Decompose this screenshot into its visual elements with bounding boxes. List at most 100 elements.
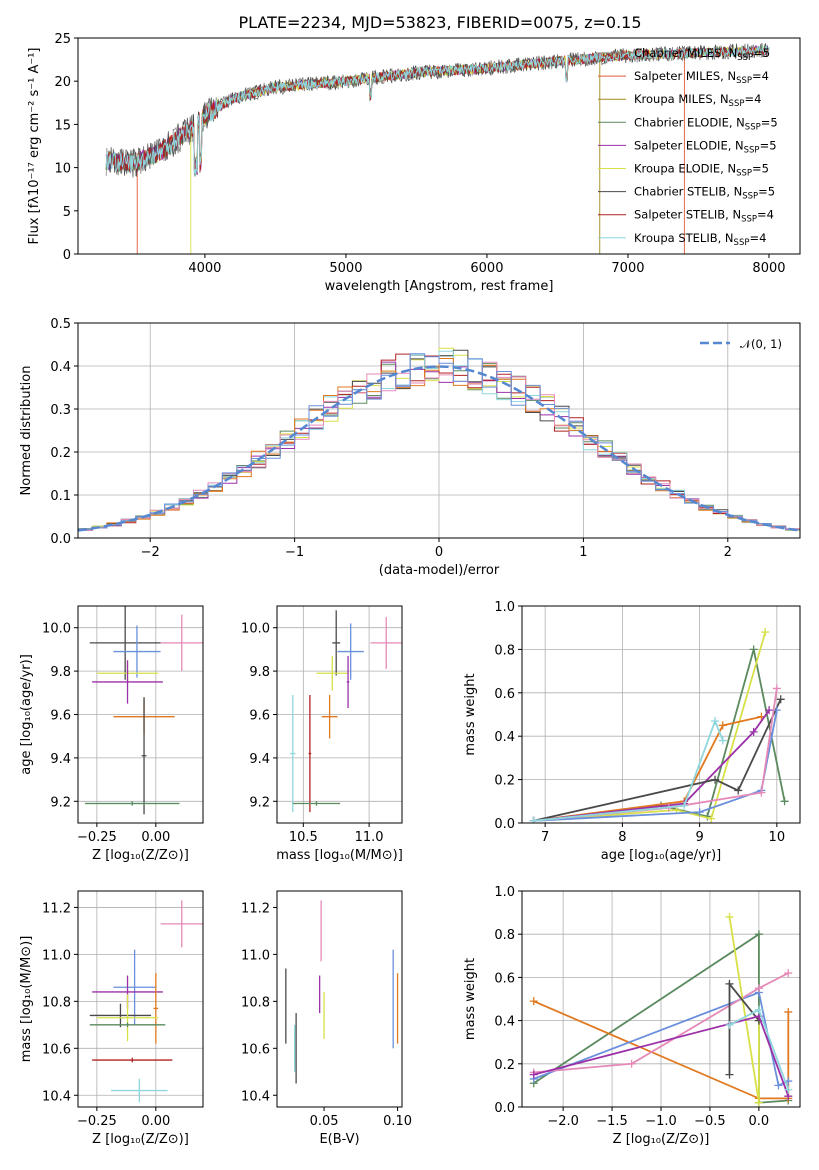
weight_vs_Z-tick-label-x: −2.0 — [547, 1114, 579, 1129]
residuals-tick-label-y: 0.3 — [50, 403, 71, 418]
spectrum-tick-label-y: 25 — [54, 32, 71, 47]
spectrum-tick-label-y: 5 — [63, 205, 71, 220]
spectrum-xlabel: wavelength [Angstrom, rest frame] — [325, 279, 554, 294]
residuals-tick-label-x: −2 — [141, 545, 160, 560]
spectrum-legend-subscript: SSP — [734, 238, 750, 248]
weight_vs_age-point-marker — [772, 684, 781, 693]
residuals-tick-label-y: 0.4 — [50, 360, 71, 375]
residuals-ylabel: Normed distribution — [19, 366, 34, 496]
weight_vs_Z-point-marker — [754, 984, 763, 993]
weight_vs_age-point-marker — [711, 717, 720, 726]
spectrum-legend-count: =4 — [749, 231, 766, 245]
age_vs_mass-tick-label-x: 10.5 — [289, 830, 318, 845]
weight_vs_Z-point-marker — [725, 979, 734, 988]
weight_vs_age-tick-label-y: 1.0 — [494, 600, 515, 615]
age_vs_Z-frame — [77, 605, 204, 824]
residuals-normal-curve — [78, 365, 800, 532]
weight_vs_Z-xlabel: Z [log₁₀(Z/Z⊙)] — [613, 1132, 710, 1147]
weight_vs_Z-point-marker — [784, 1085, 793, 1094]
weight_vs_Z-point-marker — [784, 1007, 793, 1016]
age_vs_Z-tick-label-y: 9.2 — [50, 795, 71, 810]
weight_vs_age-point-marker — [707, 814, 716, 823]
spectrum-frame — [77, 37, 801, 255]
spectrum-legend-count: =5 — [761, 115, 778, 129]
spectrum-series-line — [105, 45, 770, 176]
weight_vs_Z-point-marker — [725, 1070, 734, 1079]
spectrum-legend-subscript: SSP — [744, 145, 760, 155]
age_vs_Z-tick-label-x: 0.00 — [141, 830, 170, 845]
age_vs_Z-plot-area — [85, 606, 203, 815]
age_vs_mass-tick-label-y: 9.8 — [249, 665, 270, 680]
weight_vs_Z-point-marker — [529, 997, 538, 1006]
weight_vs_age-point-marker — [780, 797, 789, 806]
spectrum-legend-label: Salpeter STELIB, NSSP=4 — [634, 208, 774, 225]
weight_vs_age-point-marker — [695, 808, 704, 817]
weight_vs_Z-point-marker — [754, 930, 763, 939]
weight_vs_Z-point-marker — [725, 912, 734, 921]
weight_vs_Z-series-line — [533, 972, 789, 1074]
spectrum-tick-label-x: 8000 — [752, 261, 785, 276]
weight_vs_age-point-marker — [749, 645, 758, 654]
weight_vs_age-point-marker — [749, 727, 758, 736]
age_vs_mass-tick-label-y: 10.0 — [241, 622, 270, 637]
spectrum-legend-label: Chabrier STELIB, NSSP=5 — [634, 185, 775, 202]
mass_vs_ebv-tick-label-x: 0.10 — [383, 1114, 412, 1129]
age_vs_mass-xlabel: mass [log₁₀(M/M⊙)] — [276, 848, 403, 863]
residuals-tick-label-x: 0 — [435, 545, 443, 560]
residuals-legend-label: 𝒩(0, 1) — [740, 337, 782, 351]
mass_vs_Z-tick-label-y: 10.6 — [42, 1042, 71, 1057]
spectrum-legend-subscript: SSP — [745, 122, 761, 132]
weight_vs_age-point-marker — [529, 816, 538, 823]
weight_vs_Z-series-line — [533, 1000, 790, 1100]
weight_vs_age-point-marker — [776, 695, 785, 704]
weight_vs_Z-point-marker — [725, 1020, 734, 1029]
weight_vs_age-point-marker — [761, 628, 770, 637]
weight_vs_Z-ylabel: mass weight — [463, 958, 478, 1040]
residuals-tick-label-x: 2 — [724, 545, 732, 560]
age_vs_Z-xlabel: Z [log₁₀(Z/Z⊙)] — [92, 848, 189, 863]
mass_vs_Z-tick-label-y: 11.2 — [42, 901, 71, 916]
spectrum-tick-label-x: 4000 — [188, 261, 221, 276]
spectrum-legend-label: Salpeter ELODIE, NSSP=5 — [634, 138, 777, 155]
mass_vs_Z-tick-label-y: 11.0 — [42, 948, 71, 963]
mass_vs_Z-tick-label-x: 0.00 — [141, 1114, 170, 1129]
age_vs_mass-tick-label-y: 9.6 — [249, 709, 270, 724]
mass_vs_Z-xlabel: Z [log₁₀(Z/Z⊙)] — [92, 1132, 189, 1147]
spectrum-tick-label-y: 10 — [54, 162, 71, 177]
spectrum-legend-label: Chabrier MILES, NSSP=5 — [634, 46, 770, 63]
age_vs_Z-tick-label-y: 9.8 — [50, 665, 71, 680]
weight_vs_Z-tick-label-y: 0.8 — [494, 928, 515, 943]
mass_vs_Z-plot-area — [89, 900, 203, 1103]
age_vs_mass-tick-label-y: 9.2 — [249, 795, 270, 810]
weight_vs_age-series-line — [533, 715, 762, 822]
spectrum-tick-label-y: 15 — [54, 118, 71, 133]
plot-layer: 4000 5000 6000 7000 80000510152025wavelength… — [19, 32, 801, 1147]
weight_vs_Z-tick-label-x: −0.5 — [694, 1114, 726, 1129]
age_vs_Z-tick-label-y: 9.6 — [50, 709, 71, 724]
weight_vs_age-point-marker — [734, 786, 743, 795]
residuals-tick-label-x: −1 — [285, 545, 304, 560]
spectrum-legend-subscript: SSP — [736, 169, 752, 179]
spectrum-legend-count: =5 — [760, 138, 777, 152]
mass_vs_ebv-frame — [276, 890, 403, 1108]
residuals-tick-label-y: 0.2 — [50, 446, 71, 461]
weight_vs_age-tick-label-y: 0.8 — [494, 643, 515, 658]
spectrum-plot-area — [105, 42, 770, 254]
weight_vs_age-tick-label-x: 8 — [618, 830, 626, 845]
residuals-xlabel: (data-model)/error — [379, 563, 500, 578]
weight_vs_Z-tick-label-y: 1.0 — [494, 885, 515, 900]
spectrum-legend-subscript: SSP — [741, 215, 757, 225]
weight_vs_age-series-line — [533, 698, 782, 822]
spectrum-tick-label-y: 20 — [54, 75, 71, 90]
weight_vs_Z-plot-area — [529, 912, 793, 1107]
age_vs_mass-tick-label-y: 9.4 — [249, 752, 270, 767]
weight_vs_Z-point-marker — [529, 1070, 538, 1079]
residuals-histogram — [78, 353, 800, 532]
mass_vs_ebv-tick-label-x: 0.05 — [310, 1114, 339, 1129]
spectrum-legend-subscript: SSP — [736, 76, 752, 86]
weight_vs_Z-point-marker — [754, 1005, 763, 1014]
weight_vs_age-xlabel: age [log₁₀(age/yr)] — [601, 848, 722, 863]
spectrum-legend-count: =4 — [752, 69, 769, 83]
age_vs_mass-tick-label-x: 11.0 — [355, 830, 384, 845]
spectrum-tick-label-x: 7000 — [611, 261, 644, 276]
